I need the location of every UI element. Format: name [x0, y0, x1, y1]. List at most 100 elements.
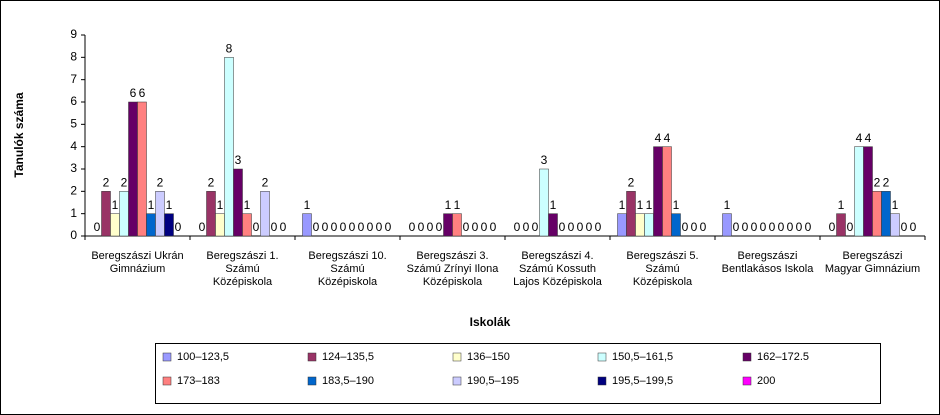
- x-tick-label: Beregszászi 5. Számú Középiskola: [626, 250, 699, 288]
- y-tick-label: 1: [70, 206, 77, 220]
- data-label: 0: [385, 220, 392, 234]
- bar: [626, 191, 636, 237]
- bar: [110, 213, 120, 237]
- data-label: 1: [304, 198, 311, 212]
- data-label: 8: [226, 42, 233, 56]
- data-label: 3: [541, 153, 548, 167]
- data-label: 1: [550, 198, 557, 212]
- data-label: 0: [313, 220, 320, 234]
- data-label: 0: [358, 220, 365, 234]
- data-label: 0: [700, 220, 707, 234]
- data-label: 0: [577, 220, 584, 234]
- data-label: 0: [829, 220, 836, 234]
- data-label: 1: [646, 198, 653, 212]
- data-label: 0: [910, 220, 917, 234]
- bar: [881, 191, 891, 237]
- data-label: 0: [742, 220, 749, 234]
- y-tick-label: 9: [70, 27, 77, 41]
- bar: [215, 213, 225, 237]
- data-label: 1: [454, 198, 461, 212]
- legend-label: 100–123,5: [177, 351, 229, 363]
- data-label: 0: [199, 220, 206, 234]
- legend-swatch: [742, 352, 752, 362]
- y-tick-label: 5: [70, 117, 77, 131]
- data-label: 2: [103, 176, 110, 190]
- data-label: 2: [628, 176, 635, 190]
- data-label: 0: [367, 220, 374, 234]
- legend-swatch: [162, 352, 172, 362]
- data-label: 0: [463, 220, 470, 234]
- data-label: 0: [514, 220, 521, 234]
- data-label: 0: [778, 220, 785, 234]
- bar: [671, 213, 681, 237]
- data-label: 0: [559, 220, 566, 234]
- legend-swatch: [742, 376, 752, 386]
- data-label: 0: [751, 220, 758, 234]
- data-label: 0: [523, 220, 530, 234]
- data-label: 0: [349, 220, 356, 234]
- data-label: 1: [724, 198, 731, 212]
- bar: [548, 213, 558, 237]
- data-label: 0: [796, 220, 803, 234]
- data-label: 1: [637, 198, 644, 212]
- data-label: 4: [664, 131, 671, 145]
- y-tick-label: 3: [70, 161, 77, 175]
- bar: [539, 168, 549, 237]
- legend-swatch: [452, 376, 462, 386]
- x-tick-label: Beregszászi 1. Számú Középiskola: [206, 250, 279, 288]
- bar: [224, 57, 234, 237]
- data-label: 0: [760, 220, 767, 234]
- data-label: 2: [121, 176, 128, 190]
- y-axis-title: Tanulók száma: [12, 92, 26, 177]
- data-label: 6: [130, 86, 137, 100]
- bar: [452, 213, 462, 237]
- x-tick-label: Beregszászi 4. Számú Kossuth Lajos Közép…: [513, 250, 602, 288]
- data-label: 1: [619, 198, 626, 212]
- bar: [662, 146, 672, 237]
- bar: [128, 101, 138, 237]
- data-label: 0: [847, 220, 854, 234]
- legend-label: 124–135,5: [322, 351, 374, 363]
- data-label: 1: [673, 198, 680, 212]
- data-label: 0: [436, 220, 443, 234]
- y-tick-label: 8: [70, 50, 77, 64]
- data-label: 1: [112, 198, 119, 212]
- data-label: 2: [208, 176, 215, 190]
- data-label: 2: [883, 176, 890, 190]
- x-tick-label: Beregszászi 10. Számú Középiskola: [308, 250, 387, 288]
- legend-label: 200: [757, 375, 775, 387]
- legend-swatch: [597, 376, 607, 386]
- bar: [617, 213, 627, 237]
- data-label: 0: [253, 220, 260, 234]
- bar: [233, 168, 243, 237]
- y-tick-label: 0: [70, 228, 77, 242]
- data-label: 0: [787, 220, 794, 234]
- data-label: 0: [481, 220, 488, 234]
- y-tick-label: 4: [70, 139, 77, 153]
- data-label: 0: [376, 220, 383, 234]
- data-label: 3: [235, 153, 242, 167]
- data-label: 4: [856, 131, 863, 145]
- legend-swatch: [307, 352, 317, 362]
- data-label: 0: [427, 220, 434, 234]
- bar: [644, 213, 654, 237]
- bar: [242, 213, 252, 237]
- x-tick-label: Beregszászi Bentlakásos Iskola: [721, 250, 814, 275]
- bar: [836, 213, 846, 237]
- data-label: 0: [532, 220, 539, 234]
- data-label: 0: [271, 220, 278, 234]
- y-tick-label: 2: [70, 184, 77, 198]
- data-label: 2: [874, 176, 881, 190]
- legend-swatch: [307, 376, 317, 386]
- legend-label: 136–150: [467, 351, 510, 363]
- data-label: 1: [445, 198, 452, 212]
- legend-label: 162–172.5: [757, 351, 809, 363]
- data-label: 0: [472, 220, 479, 234]
- bar: [890, 213, 900, 237]
- bar: [872, 191, 882, 237]
- data-label: 2: [262, 176, 269, 190]
- data-label: 1: [892, 198, 899, 212]
- data-label: 0: [691, 220, 698, 234]
- legend-label: 195,5–199,5: [612, 375, 673, 387]
